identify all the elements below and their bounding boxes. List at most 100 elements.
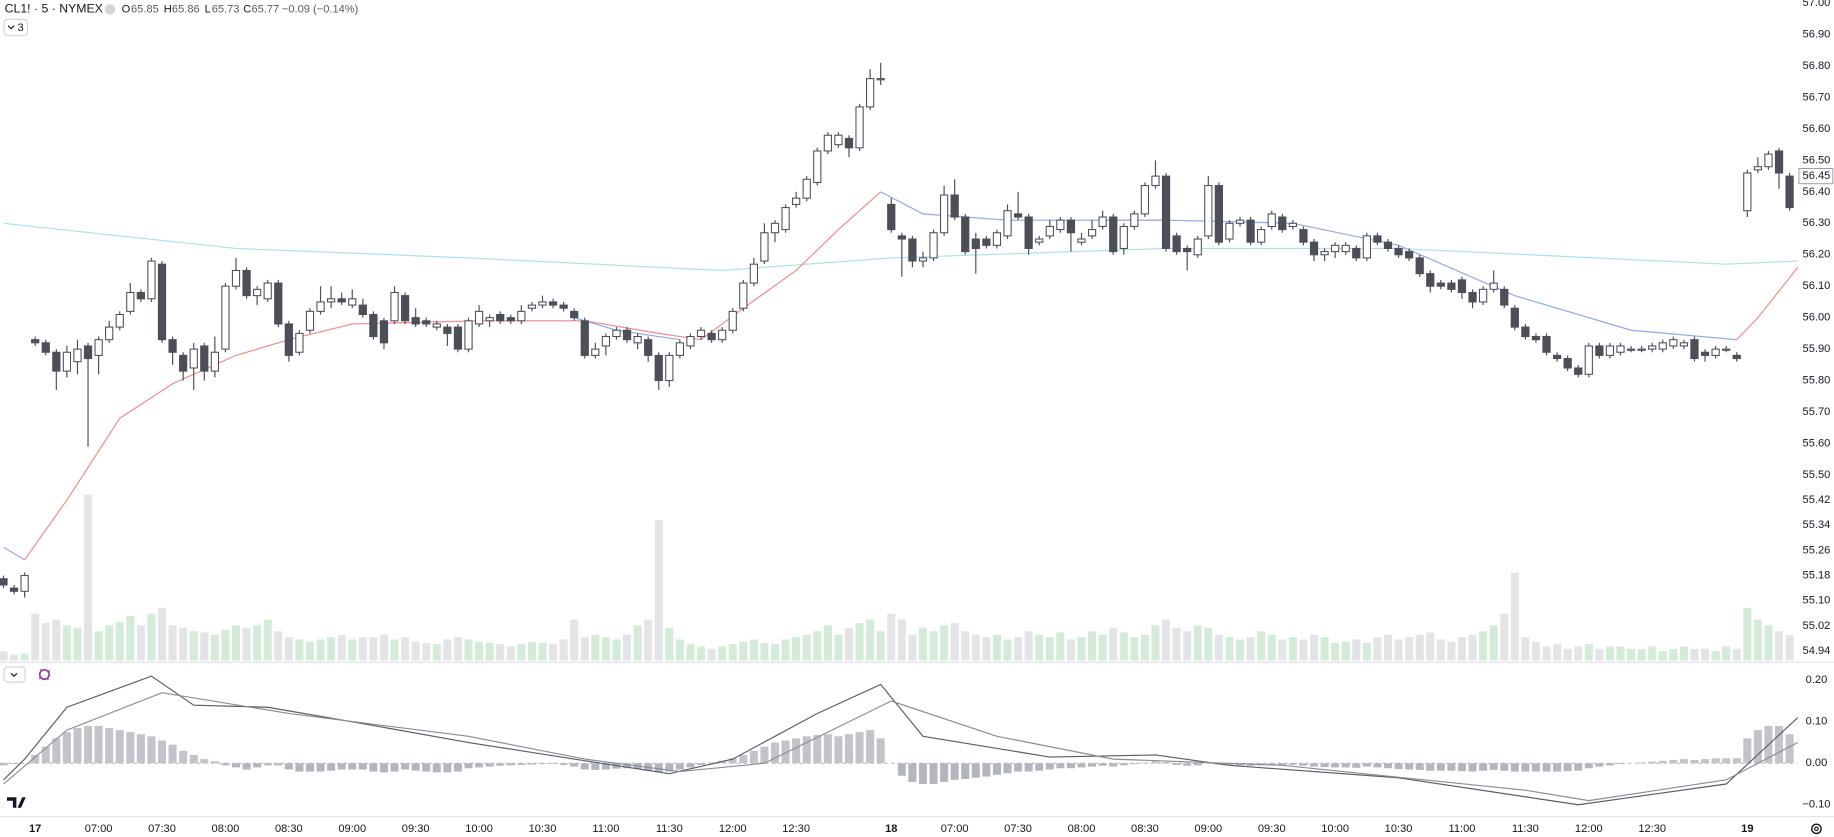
candle: [1214, 182, 1224, 246]
volume-bar: [316, 639, 325, 661]
macd-histogram-bar: [1658, 760, 1667, 764]
macd-histogram-bar: [1679, 759, 1688, 764]
settings-gear[interactable]: [1811, 823, 1822, 835]
candle: [390, 286, 399, 324]
candle-body: [517, 310, 526, 322]
macd-histogram-bar: [1743, 738, 1752, 764]
volume-bar: [147, 613, 156, 661]
candle: [887, 198, 896, 233]
volume-bar: [697, 646, 706, 661]
candle: [665, 352, 674, 387]
candle: [918, 251, 928, 268]
macd-histogram-bar: [982, 763, 991, 777]
price-tick-label: 54.94: [1803, 645, 1831, 657]
candle-body: [971, 238, 980, 249]
volume-bar: [10, 654, 19, 661]
macd-histogram-bar: [1542, 763, 1551, 772]
candle-body: [1574, 367, 1583, 375]
macd-histogram-bar: [538, 763, 547, 765]
macd-histogram-bar: [697, 763, 706, 765]
volume-bar: [1383, 634, 1393, 661]
candle: [580, 317, 589, 359]
volume-bar: [1003, 639, 1012, 661]
candle: [263, 279, 272, 302]
candle: [253, 286, 262, 306]
candle: [1119, 223, 1128, 255]
chevron: [7, 25, 15, 30]
candle: [1225, 220, 1234, 243]
macd-histogram-bar: [73, 727, 82, 764]
macd-histogram-bar: [401, 763, 410, 770]
volume-bar: [1447, 641, 1456, 661]
candle: [1637, 345, 1646, 353]
candle-body: [834, 134, 843, 146]
price-tick-label: 55.80: [1803, 375, 1831, 387]
candle: [813, 147, 822, 186]
button-frame[interactable]: [3, 666, 26, 683]
logo[interactable]: [7, 797, 26, 808]
candle: [908, 235, 917, 268]
macd-histogram-bar: [358, 763, 367, 770]
macd-histogram-bar: [31, 754, 40, 764]
candle: [823, 132, 832, 155]
macd-histogram-bar: [1616, 763, 1625, 765]
sync-icon[interactable]: [39, 669, 50, 680]
candle-body: [453, 326, 463, 350]
macd-histogram-bar: [1394, 763, 1403, 770]
gear-outer[interactable]: [1811, 823, 1822, 835]
time-tick-label: 12:00: [1575, 823, 1603, 835]
candle-body: [707, 332, 716, 341]
macd-histogram-bar: [1193, 763, 1202, 766]
volume-bar: [887, 613, 896, 661]
candle-body: [126, 291, 135, 312]
candle-body: [73, 348, 82, 363]
candle: [1161, 172, 1171, 252]
candle-body: [1595, 345, 1604, 356]
price-tick-label: 56.20: [1803, 249, 1831, 261]
candle-body: [601, 336, 611, 347]
volume-bar: [1753, 619, 1762, 661]
candle-body: [41, 342, 50, 353]
candle: [147, 257, 156, 302]
macd-histogram-bar: [570, 763, 579, 767]
macd-histogram-bar: [654, 763, 663, 773]
volume-bar: [179, 627, 188, 661]
volume-bar: [749, 639, 758, 661]
macd-histogram-bar: [1574, 763, 1583, 771]
price-tick-label: 55.26: [1803, 544, 1831, 556]
candle: [749, 257, 758, 287]
volume-bar: [231, 625, 241, 661]
macd-histogram-bar: [1732, 758, 1741, 764]
last-price-label: 56.45: [1803, 170, 1831, 182]
candle-body: [1098, 216, 1107, 227]
volume-bar: [897, 619, 906, 661]
macd-histogram-bar: [1584, 763, 1593, 769]
macd-histogram-bar: [1521, 763, 1530, 772]
candle: [1003, 204, 1012, 240]
candle: [1035, 235, 1044, 246]
candle-body: [1521, 326, 1530, 338]
logo-mark[interactable]: [7, 797, 26, 808]
macd-histogram-bar: [1362, 763, 1371, 767]
macd-histogram-bar: [295, 763, 304, 772]
macd-histogram-bar: [506, 763, 515, 766]
candle-body: [1003, 210, 1012, 237]
candle-body: [1140, 185, 1150, 215]
button-frame[interactable]: [3, 18, 29, 37]
indicators-toggle[interactable]: 3: [3, 18, 29, 37]
candle-body: [992, 232, 1002, 246]
ohlc-label: C: [243, 3, 251, 15]
candle-body: [570, 310, 579, 319]
candle: [1024, 213, 1033, 255]
macd-histogram-bar: [1267, 763, 1276, 765]
candle: [992, 229, 1002, 249]
macd-histogram-bar: [760, 746, 769, 764]
candle: [1457, 276, 1467, 299]
price-tick-label: 55.42: [1803, 494, 1831, 506]
volume-bar: [443, 639, 452, 661]
macd-toggle[interactable]: [3, 666, 26, 683]
time-tick-label: 08:00: [1068, 823, 1096, 835]
macd-histogram-bar: [1405, 763, 1414, 770]
candle-body: [83, 345, 93, 360]
candle: [559, 301, 568, 312]
